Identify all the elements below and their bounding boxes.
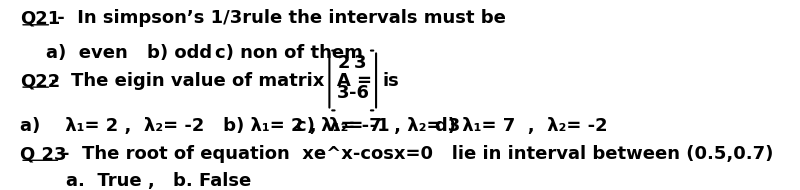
Text: -  The eigin value of matrix  A =: - The eigin value of matrix A = [51, 72, 378, 90]
Text: a.  True ,: a. True , [66, 172, 154, 190]
Text: c) non of them: c) non of them [214, 44, 362, 62]
Text: a)    λ₁= 2 ,  λ₂= -2   b) λ₁= 2 ,  λ₂= -1: a) λ₁= 2 , λ₂= -2 b) λ₁= 2 , λ₂= -1 [20, 117, 390, 135]
Text: -  In simpson’s 1/3rule the intervals must be: - In simpson’s 1/3rule the intervals mus… [51, 9, 506, 27]
Text: -6: -6 [349, 84, 369, 102]
Text: b) odd: b) odd [146, 44, 212, 62]
Text: 3: 3 [354, 54, 366, 72]
Text: c) λ₁= -7  , λ₂= 3: c) λ₁= -7 , λ₂= 3 [296, 117, 460, 135]
Text: Q21: Q21 [20, 9, 60, 27]
Text: -  The root of equation  xe^x-cosx=0   lie in interval between (0.5,0.7): - The root of equation xe^x-cosx=0 lie i… [62, 145, 774, 163]
Text: Q 23: Q 23 [20, 145, 66, 163]
Text: 2: 2 [337, 54, 350, 72]
Text: d) λ₁= 7  ,  λ₂= -2: d) λ₁= 7 , λ₂= -2 [435, 117, 608, 135]
Text: Q22: Q22 [20, 72, 60, 90]
Text: b. False: b. False [173, 172, 250, 190]
Text: is: is [382, 72, 399, 90]
Text: 3: 3 [337, 84, 350, 102]
Text: a)  even: a) even [46, 44, 128, 62]
